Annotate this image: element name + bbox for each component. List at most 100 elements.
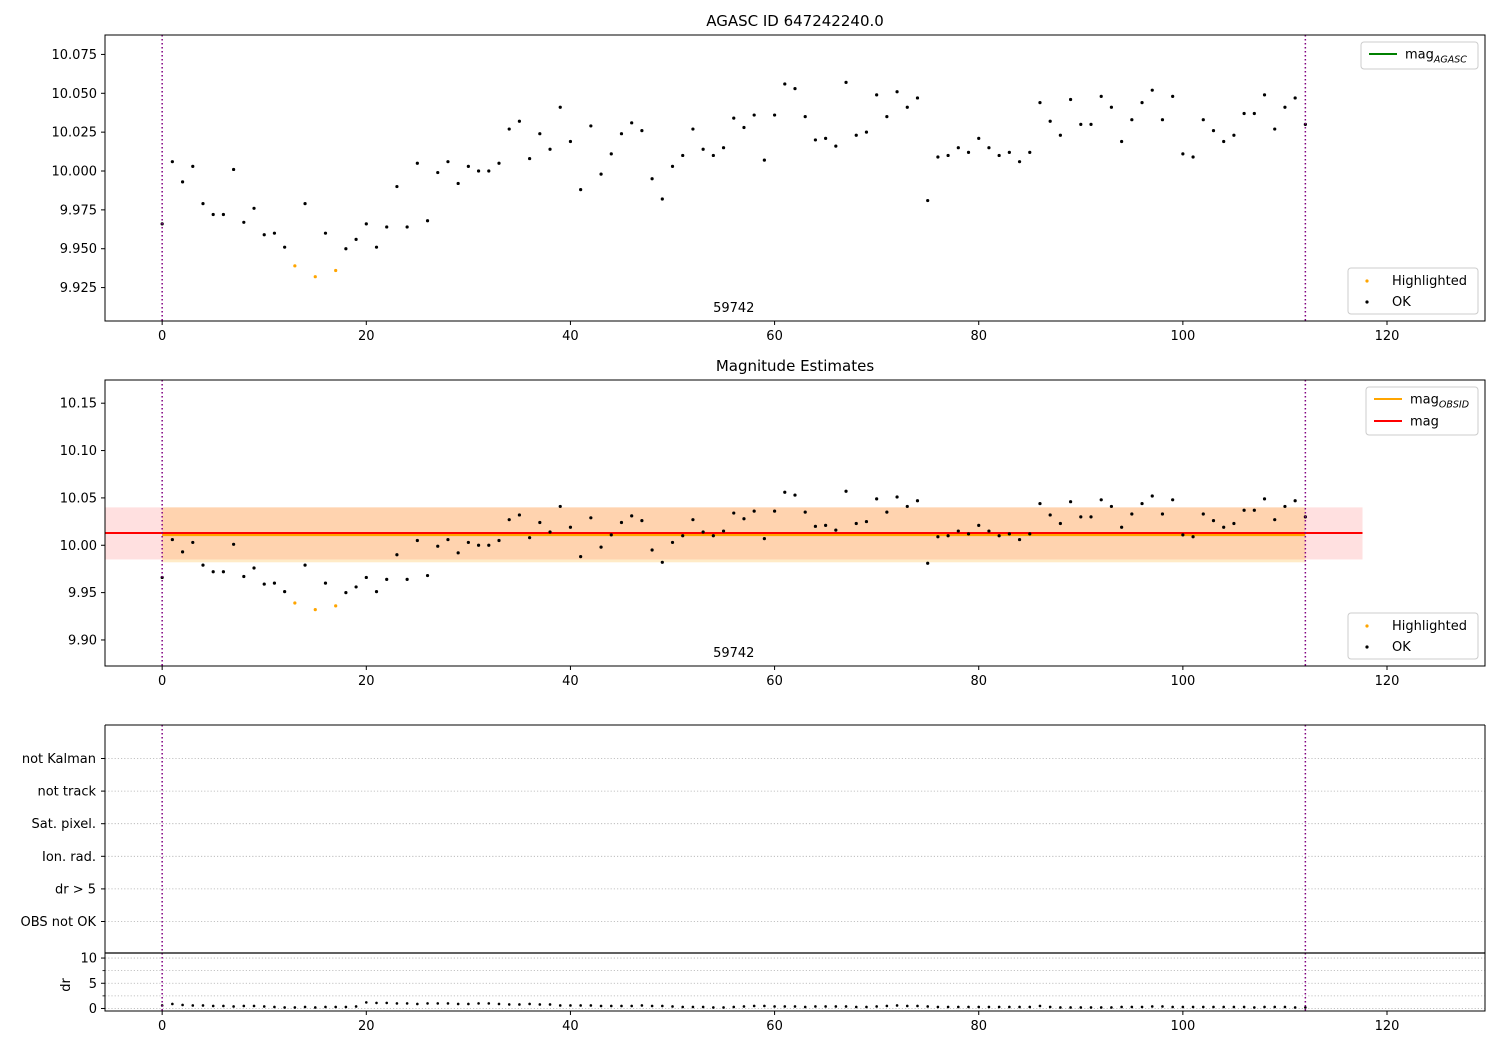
legend-marker-highlighted bbox=[1365, 279, 1369, 283]
ok-point bbox=[1099, 94, 1103, 98]
ok-point bbox=[1283, 105, 1287, 109]
dr-point bbox=[211, 1004, 215, 1008]
ok-point bbox=[1242, 508, 1246, 512]
dr-point bbox=[579, 1004, 582, 1007]
ok-point bbox=[568, 525, 573, 529]
ok-point bbox=[1068, 97, 1073, 102]
x-tick-label: 60 bbox=[766, 674, 783, 689]
dr-point bbox=[1171, 1005, 1174, 1009]
x-tick-label: 120 bbox=[1375, 674, 1400, 689]
highlighted-point bbox=[293, 264, 297, 268]
ok-point bbox=[1222, 525, 1226, 529]
ok-point bbox=[262, 233, 266, 237]
ok-point bbox=[1099, 498, 1103, 502]
ok-point bbox=[609, 152, 613, 156]
flag-category-label: not track bbox=[37, 785, 96, 800]
dr-point bbox=[752, 1004, 756, 1008]
dr-point bbox=[497, 1002, 501, 1006]
x-tick-label: 40 bbox=[562, 1019, 579, 1034]
ok-point bbox=[1120, 525, 1124, 529]
dr-point bbox=[589, 1004, 593, 1007]
ok-point bbox=[1109, 504, 1114, 509]
ok-point bbox=[732, 116, 736, 120]
ok-point bbox=[630, 514, 634, 518]
ok-point bbox=[854, 133, 858, 137]
dr-point bbox=[1018, 1005, 1021, 1009]
ok-point bbox=[742, 125, 746, 130]
highlighted-point bbox=[334, 604, 338, 608]
dr-point bbox=[477, 1002, 480, 1005]
dr-point bbox=[313, 1006, 317, 1009]
x-tick-label: 100 bbox=[1170, 674, 1195, 689]
dr-point bbox=[793, 1005, 797, 1008]
dr-point bbox=[854, 1005, 858, 1009]
ok-point bbox=[1038, 501, 1042, 506]
dr-point bbox=[334, 1005, 337, 1009]
ok-point bbox=[344, 247, 348, 251]
magnitude-panel-frame bbox=[104, 379, 1486, 667]
ok-point bbox=[476, 543, 481, 547]
x-tick-label: 80 bbox=[970, 1019, 987, 1034]
ok-point bbox=[926, 561, 930, 565]
dr-point bbox=[732, 1005, 736, 1009]
ok-point bbox=[354, 237, 358, 241]
dr-point bbox=[742, 1005, 746, 1008]
ok-point bbox=[466, 164, 470, 168]
ok-point bbox=[425, 219, 430, 223]
ok-point bbox=[191, 164, 195, 168]
dr-point bbox=[1212, 1005, 1215, 1009]
flag-category-label: dr > 5 bbox=[55, 882, 96, 897]
ok-point bbox=[772, 509, 777, 513]
dr-point bbox=[987, 1005, 991, 1009]
ok-point bbox=[1262, 93, 1267, 97]
ok-point bbox=[875, 93, 879, 97]
x-tick-label: 60 bbox=[766, 1019, 783, 1034]
ok-point bbox=[1252, 508, 1256, 512]
ok-point bbox=[619, 520, 624, 525]
dr-point bbox=[885, 1004, 889, 1008]
ok-point bbox=[262, 582, 266, 586]
ok-point bbox=[548, 530, 552, 534]
dr-point bbox=[875, 1005, 878, 1008]
y-tick-label: 10.10 bbox=[60, 444, 97, 459]
ok-point bbox=[528, 156, 532, 161]
ok-point bbox=[487, 169, 491, 173]
dr-point bbox=[416, 1002, 419, 1006]
ok-point bbox=[456, 181, 460, 186]
ok-point bbox=[1140, 501, 1144, 506]
y-tick-label: 9.925 bbox=[60, 281, 97, 296]
legend-marker-ok bbox=[1365, 300, 1369, 304]
ok-point bbox=[272, 231, 277, 235]
ok-point bbox=[783, 490, 787, 494]
y-tick-label: 10.075 bbox=[52, 48, 98, 63]
ok-point bbox=[1007, 532, 1011, 536]
ok-point bbox=[650, 177, 654, 181]
dr-point bbox=[467, 1002, 470, 1006]
dr-point bbox=[395, 1002, 399, 1005]
dr-point bbox=[456, 1002, 460, 1006]
chart-title: Magnitude Estimates bbox=[716, 357, 874, 375]
ok-point bbox=[997, 534, 1001, 538]
ok-point bbox=[977, 523, 981, 527]
legend-label-mag: mag bbox=[1410, 415, 1439, 430]
flag-category-label: not Kalman bbox=[22, 752, 96, 767]
y-tick-label: 9.95 bbox=[68, 586, 97, 601]
dr-point bbox=[1059, 1006, 1062, 1009]
ok-point bbox=[323, 581, 328, 585]
dr-point bbox=[1028, 1005, 1032, 1009]
ok-point bbox=[895, 90, 899, 94]
ok-point bbox=[497, 538, 501, 543]
ok-point bbox=[772, 113, 777, 117]
dr-point bbox=[242, 1004, 246, 1008]
ok-point bbox=[691, 518, 695, 522]
ok-point bbox=[660, 197, 664, 201]
ok-point bbox=[885, 115, 889, 119]
ok-point bbox=[1089, 122, 1093, 126]
ok-point bbox=[711, 534, 715, 538]
ok-point bbox=[1068, 500, 1073, 504]
x-tick-label: 40 bbox=[562, 674, 579, 689]
ok-point bbox=[1130, 512, 1134, 516]
ok-point bbox=[854, 521, 858, 526]
ok-point bbox=[1089, 515, 1093, 519]
dr-point bbox=[712, 1006, 715, 1009]
